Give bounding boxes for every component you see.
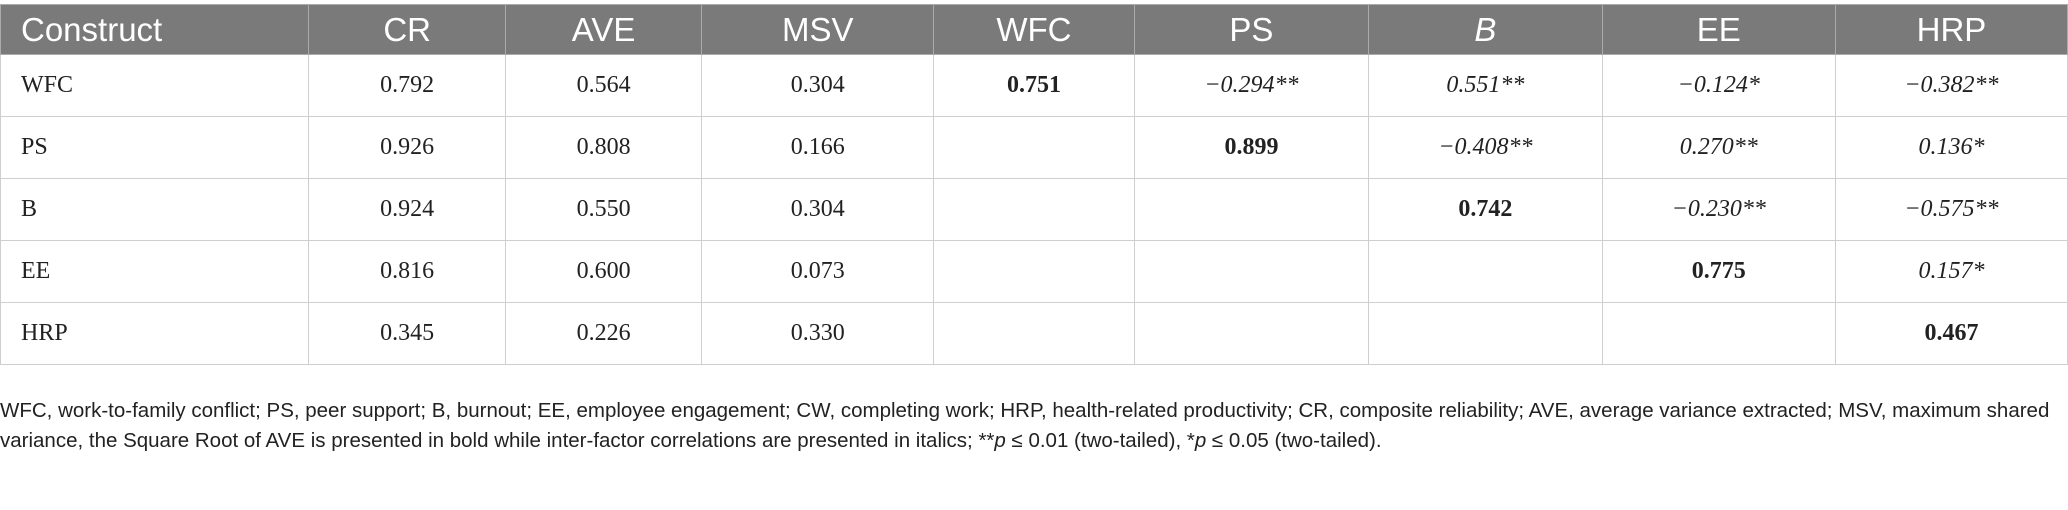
row-label: EE bbox=[0, 240, 310, 303]
table-row: HRP 0.345 0.226 0.330 0.467 bbox=[0, 302, 2068, 365]
correlation-cell: −0.408** bbox=[1368, 116, 1603, 179]
cr-cell: 0.926 bbox=[308, 116, 506, 179]
sqrt-ave-cell: 0.742 bbox=[1368, 178, 1603, 241]
header-wfc: WFC bbox=[933, 4, 1135, 55]
msv-cell: 0.166 bbox=[701, 116, 935, 179]
sqrt-ave-cell: 0.751 bbox=[933, 54, 1135, 117]
footnote-threshold-2: ≤ 0.05 (two-tailed). bbox=[1206, 429, 1382, 452]
correlation-cell: −0.124* bbox=[1601, 54, 1836, 117]
cr-cell: 0.345 bbox=[308, 302, 506, 365]
correlation-cell: 0.551** bbox=[1368, 54, 1603, 117]
correlation-table: Construct CR AVE MSV WFC PS B EE HRP WFC… bbox=[0, 4, 2068, 365]
header-ave: AVE bbox=[504, 4, 703, 55]
empty-cell bbox=[1368, 240, 1603, 303]
empty-cell bbox=[1133, 178, 1370, 241]
empty-cell bbox=[933, 302, 1135, 365]
table-footnote: WFC, work-to-family conflict; PS, peer s… bbox=[0, 396, 2050, 456]
row-label: WFC bbox=[0, 54, 310, 117]
footnote-p-symbol: p bbox=[1194, 429, 1207, 452]
footnote-main: WFC, work-to-family conflict; PS, peer s… bbox=[0, 399, 2050, 452]
empty-cell bbox=[933, 178, 1135, 241]
correlation-cell: 0.157* bbox=[1834, 240, 2068, 303]
ave-cell: 0.808 bbox=[504, 116, 703, 179]
correlation-cell: −0.230** bbox=[1601, 178, 1836, 241]
header-construct: Construct bbox=[0, 4, 310, 55]
msv-cell: 0.073 bbox=[701, 240, 935, 303]
msv-cell: 0.330 bbox=[701, 302, 935, 365]
footnote-p-symbol: p bbox=[994, 429, 1006, 452]
header-ee: EE bbox=[1601, 4, 1836, 55]
empty-cell bbox=[1601, 302, 1836, 365]
correlation-cell: −0.382** bbox=[1834, 54, 2068, 117]
header-cr: CR bbox=[308, 4, 506, 55]
header-hrp: HRP bbox=[1834, 4, 2068, 55]
empty-cell bbox=[1133, 240, 1370, 303]
sqrt-ave-cell: 0.775 bbox=[1601, 240, 1836, 303]
correlation-cell: 0.270** bbox=[1601, 116, 1836, 179]
footnote-threshold-1: ≤ 0.01 (two-tailed), * bbox=[1005, 429, 1195, 452]
header-b: B bbox=[1368, 4, 1603, 55]
msv-cell: 0.304 bbox=[701, 54, 935, 117]
ave-cell: 0.564 bbox=[504, 54, 703, 117]
cr-cell: 0.792 bbox=[308, 54, 506, 117]
header-msv: MSV bbox=[701, 4, 935, 55]
correlation-cell: −0.294** bbox=[1133, 54, 1370, 117]
ave-cell: 0.600 bbox=[504, 240, 703, 303]
cr-cell: 0.816 bbox=[308, 240, 506, 303]
table-row: B 0.924 0.550 0.304 0.742 −0.230** −0.57… bbox=[0, 178, 2068, 241]
row-label: B bbox=[0, 178, 310, 241]
sqrt-ave-cell: 0.899 bbox=[1133, 116, 1370, 179]
table-header-row: Construct CR AVE MSV WFC PS B EE HRP bbox=[0, 4, 2068, 55]
empty-cell bbox=[1133, 302, 1370, 365]
correlation-cell: −0.575** bbox=[1834, 178, 2068, 241]
empty-cell bbox=[933, 116, 1135, 179]
row-label: HRP bbox=[0, 302, 310, 365]
table-row: WFC 0.792 0.564 0.304 0.751 −0.294** 0.5… bbox=[0, 54, 2068, 117]
cr-cell: 0.924 bbox=[308, 178, 506, 241]
ave-cell: 0.550 bbox=[504, 178, 703, 241]
sqrt-ave-cell: 0.467 bbox=[1834, 302, 2068, 365]
empty-cell bbox=[1368, 302, 1603, 365]
correlation-cell: 0.136* bbox=[1834, 116, 2068, 179]
empty-cell bbox=[933, 240, 1135, 303]
header-ps: PS bbox=[1133, 4, 1370, 55]
msv-cell: 0.304 bbox=[701, 178, 935, 241]
row-label: PS bbox=[0, 116, 310, 179]
table-row: EE 0.816 0.600 0.073 0.775 0.157* bbox=[0, 240, 2068, 303]
table-row: PS 0.926 0.808 0.166 0.899 −0.408** 0.27… bbox=[0, 116, 2068, 179]
ave-cell: 0.226 bbox=[504, 302, 703, 365]
